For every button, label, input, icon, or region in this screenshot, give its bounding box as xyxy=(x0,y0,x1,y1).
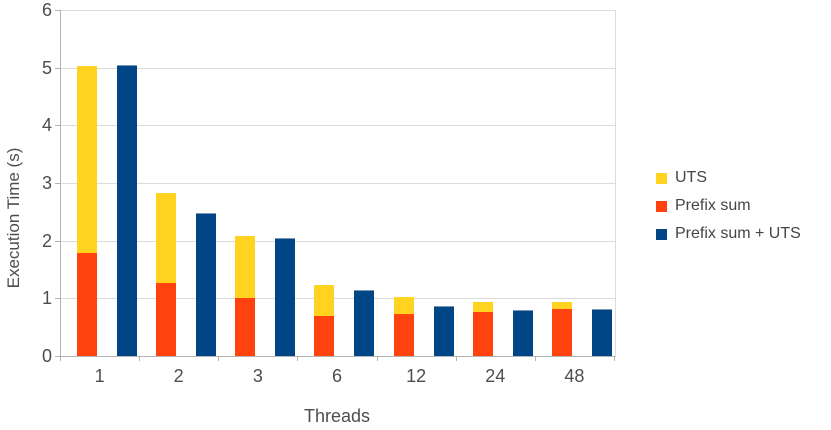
x-tick-label-3: 3 xyxy=(252,366,263,386)
y-axis-tick-6 xyxy=(55,10,61,11)
bar-uts-3 xyxy=(235,236,256,298)
bar-uts-6 xyxy=(314,285,335,316)
x-tick-label-48: 48 xyxy=(564,366,585,386)
x-axis-tick-6 xyxy=(534,356,536,361)
x-axis-tick-3 xyxy=(297,356,299,361)
bar-prefix-sum-uts-1 xyxy=(117,65,137,356)
y-tick-label-1: 1 xyxy=(41,288,52,309)
legend: UTS Prefix sum Prefix sum + UTS xyxy=(656,168,801,244)
legend-label-uts: UTS xyxy=(675,169,707,186)
bar-prefix-sum-uts-2 xyxy=(196,213,217,356)
bar-prefix-sum-12 xyxy=(393,313,414,356)
bar-prefix-sum-uts-48 xyxy=(591,308,612,356)
gridline-3 xyxy=(61,183,615,184)
bar-uts-12 xyxy=(393,297,414,314)
bar-prefix-sum-uts-12 xyxy=(433,305,454,356)
bar-uts-2 xyxy=(156,192,177,283)
legend-label-prefix-sum-uts: Prefix sum + UTS xyxy=(675,225,801,242)
y-tick-label-4: 4 xyxy=(41,115,52,136)
x-axis-tick-5 xyxy=(455,356,457,361)
gridline-2 xyxy=(61,240,615,242)
bar-prefix-sum-2 xyxy=(156,282,177,356)
bar-prefix-sum-uts-24 xyxy=(512,309,533,356)
legend-item-prefix-sum: Prefix sum xyxy=(656,196,801,216)
gridline-4 xyxy=(61,125,615,127)
plot-area xyxy=(60,10,616,357)
y-tick-label-6: 6 xyxy=(41,0,52,20)
gridline-6 xyxy=(61,10,615,11)
legend-swatch-uts-icon xyxy=(656,172,667,184)
legend-swatch-prefix-sum-uts-icon xyxy=(656,228,667,240)
y-axis-tick-5 xyxy=(55,67,61,69)
x-tick-label-12: 12 xyxy=(406,366,427,386)
x-tick-label-2: 2 xyxy=(173,366,184,386)
bar-prefix-sum-1 xyxy=(77,253,97,356)
legend-label-prefix-sum: Prefix sum xyxy=(675,197,751,214)
y-tick-label-3: 3 xyxy=(41,173,52,193)
y-axis-tick-1 xyxy=(55,298,61,300)
bar-prefix-sum-24 xyxy=(472,312,493,356)
y-tick-label-2: 2 xyxy=(41,230,52,251)
y-tick-label-5: 5 xyxy=(41,57,52,78)
bar-prefix-sum-uts-3 xyxy=(275,237,296,356)
x-axis-tick-4 xyxy=(376,356,378,361)
bar-uts-24 xyxy=(472,301,493,313)
x-tick-label-24: 24 xyxy=(485,366,506,386)
x-axis-title: Threads xyxy=(303,406,371,426)
gridline-1 xyxy=(61,298,615,300)
legend-swatch-prefix-sum-icon xyxy=(656,200,667,212)
x-axis-tick-1 xyxy=(139,356,141,361)
x-axis-tick-7 xyxy=(614,356,615,361)
x-axis-tick-0 xyxy=(60,356,61,361)
x-axis-tick-2 xyxy=(218,356,220,361)
bar-uts-48 xyxy=(551,301,572,310)
bar-prefix-sum-6 xyxy=(314,315,335,356)
x-tick-label-1: 1 xyxy=(94,366,105,386)
bar-uts-1 xyxy=(77,66,97,254)
y-axis-title: Execution Time (s) xyxy=(4,147,23,289)
legend-item-uts: UTS xyxy=(656,168,801,188)
y-tick-label-0: 0 xyxy=(41,346,52,366)
y-axis-tick-2 xyxy=(55,240,61,242)
y-axis-tick-3 xyxy=(55,183,61,184)
y-axis-tick-4 xyxy=(55,125,61,127)
bar-prefix-sum-48 xyxy=(551,309,572,356)
bar-prefix-sum-3 xyxy=(235,297,256,356)
gridline-5 xyxy=(61,67,615,69)
bar-prefix-sum-uts-6 xyxy=(354,290,375,356)
legend-item-prefix-sum-uts: Prefix sum + UTS xyxy=(656,224,801,244)
y-axis-tick-0 xyxy=(55,356,61,357)
x-tick-label-6: 6 xyxy=(331,366,342,386)
